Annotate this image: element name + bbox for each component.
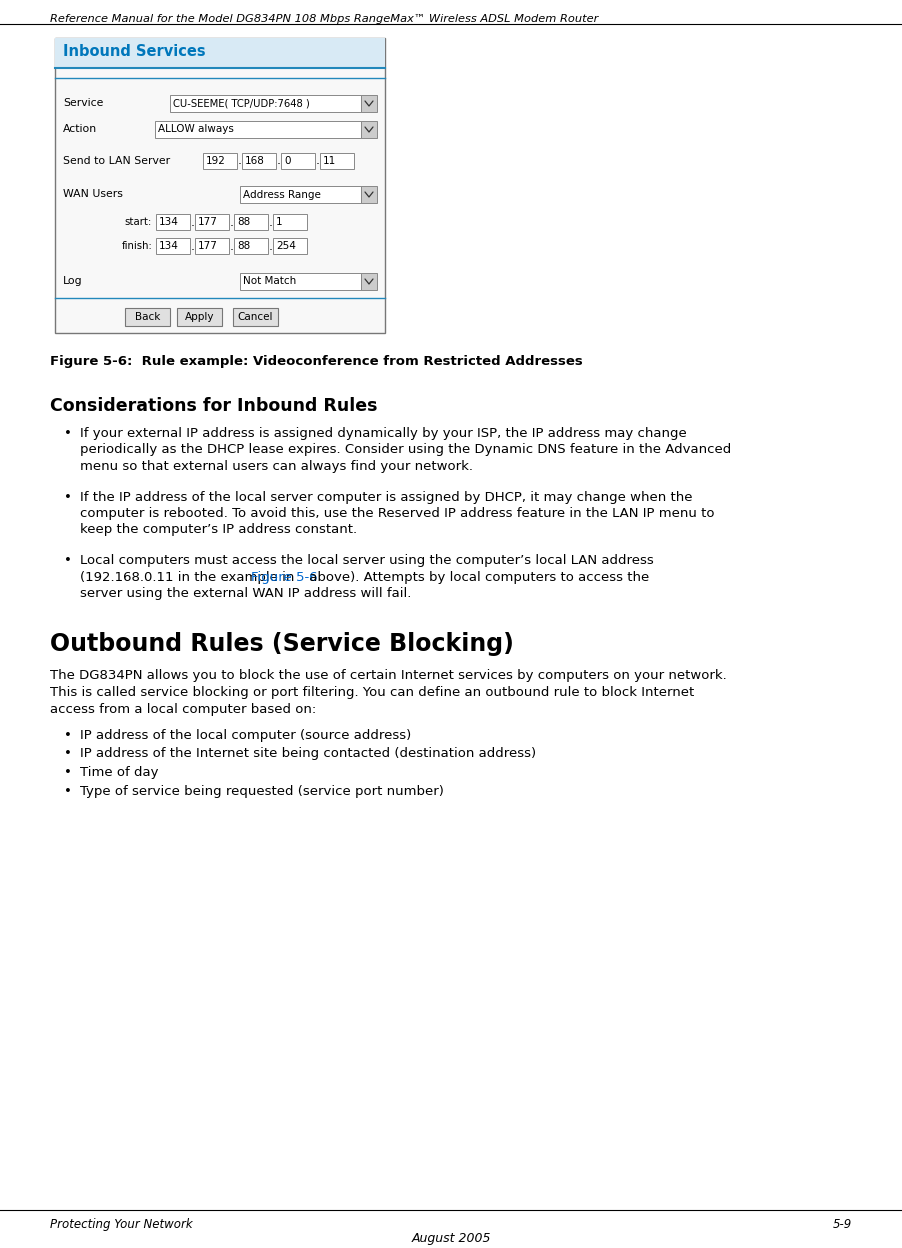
Text: .: . [269, 216, 273, 228]
Text: 254: 254 [276, 241, 296, 251]
Text: server using the external WAN IP address will fail.: server using the external WAN IP address… [80, 587, 411, 600]
Text: Local computers must access the local server using the computer’s local LAN addr: Local computers must access the local se… [80, 554, 654, 567]
Text: 0: 0 [284, 156, 290, 166]
Text: Action: Action [63, 124, 97, 134]
Text: Considerations for Inbound Rules: Considerations for Inbound Rules [50, 397, 378, 416]
Text: computer is rebooted. To avoid this, use the Reserved IP address feature in the : computer is rebooted. To avoid this, use… [80, 507, 714, 520]
Text: .: . [269, 240, 273, 252]
Text: •: • [64, 785, 72, 797]
Bar [155, 121, 361, 139]
Text: Type of service being requested (service port number): Type of service being requested (service… [80, 785, 444, 797]
Bar [281, 154, 315, 168]
Text: CU-SEEME( TCP/UDP:7648 ): CU-SEEME( TCP/UDP:7648 ) [173, 99, 309, 109]
Text: start:: start: [124, 217, 152, 227]
Text: .: . [238, 155, 242, 167]
Text: finish:: finish: [121, 241, 152, 251]
Text: Time of day: Time of day [80, 766, 159, 779]
Text: access from a local computer based on:: access from a local computer based on: [50, 703, 317, 715]
Text: Reference Manual for the Model DG834PN 108 Mbps RangeMax™ Wireless ADSL Modem Ro: Reference Manual for the Model DG834PN 1… [50, 14, 598, 24]
Bar [195, 238, 229, 255]
Text: .: . [191, 216, 195, 228]
Bar [234, 213, 268, 230]
Text: ALLOW always: ALLOW always [158, 125, 234, 135]
Text: Cancel: Cancel [238, 312, 273, 322]
Text: 88: 88 [237, 241, 250, 251]
Bar [240, 186, 361, 203]
Text: 177: 177 [198, 241, 218, 251]
Text: 177: 177 [198, 217, 218, 227]
Text: Apply: Apply [185, 312, 215, 322]
Text: August 2005: August 2005 [411, 1232, 491, 1246]
Text: menu so that external users can always find your network.: menu so that external users can always f… [80, 461, 473, 473]
Text: 134: 134 [159, 217, 179, 227]
Bar [320, 154, 354, 168]
Bar [156, 238, 190, 255]
Text: periodically as the DHCP lease expires. Consider using the Dynamic DNS feature i: periodically as the DHCP lease expires. … [80, 443, 732, 457]
Text: Address Range: Address Range [243, 190, 321, 200]
Bar [195, 213, 229, 230]
Bar [156, 213, 190, 230]
Bar [55, 37, 385, 67]
Text: Inbound Services: Inbound Services [63, 44, 206, 59]
Text: WAN Users: WAN Users [63, 188, 123, 198]
Text: The DG834PN allows you to block the use of certain Internet services by computer: The DG834PN allows you to block the use … [50, 669, 727, 683]
Text: 134: 134 [159, 241, 179, 251]
Bar [177, 308, 222, 326]
Bar [361, 186, 377, 203]
Text: 1: 1 [276, 217, 282, 227]
Text: •: • [64, 490, 72, 503]
Text: •: • [64, 748, 72, 760]
Text: keep the computer’s IP address constant.: keep the computer’s IP address constant. [80, 523, 357, 537]
Text: 88: 88 [237, 217, 250, 227]
Text: Send to LAN Server: Send to LAN Server [63, 156, 170, 166]
Text: 5-9: 5-9 [833, 1218, 852, 1231]
Bar [273, 213, 307, 230]
Text: Outbound Rules (Service Blocking): Outbound Rules (Service Blocking) [50, 631, 514, 655]
Bar [234, 238, 268, 255]
Bar [361, 95, 377, 112]
Bar [361, 121, 377, 139]
Text: If the IP address of the local server computer is assigned by DHCP, it may chang: If the IP address of the local server co… [80, 490, 693, 503]
Text: This is called service blocking or port filtering. You can define an outbound ru: This is called service blocking or port … [50, 686, 695, 699]
Text: (192.168.0.11 in the example in: (192.168.0.11 in the example in [80, 570, 299, 584]
Text: Figure 5-6:  Rule example: Videoconference from Restricted Addresses: Figure 5-6: Rule example: Videoconferenc… [50, 354, 583, 368]
Text: .: . [191, 240, 195, 252]
Bar [273, 238, 307, 255]
Text: Back: Back [134, 312, 161, 322]
Text: Not Match: Not Match [243, 277, 296, 287]
Text: 11: 11 [323, 156, 336, 166]
Text: Log: Log [63, 276, 83, 286]
Text: If your external IP address is assigned dynamically by your ISP, the IP address : If your external IP address is assigned … [80, 427, 686, 441]
Text: .: . [277, 155, 281, 167]
Bar [203, 154, 237, 168]
Text: •: • [64, 766, 72, 779]
Text: •: • [64, 729, 72, 743]
Bar [361, 273, 377, 290]
Text: .: . [230, 240, 234, 252]
Text: Service: Service [63, 99, 104, 109]
Text: 192: 192 [206, 156, 226, 166]
Text: .: . [230, 216, 234, 228]
Bar [125, 308, 170, 326]
Text: Protecting Your Network: Protecting Your Network [50, 1218, 193, 1231]
Bar [242, 154, 276, 168]
Bar [55, 37, 385, 333]
Text: IP address of the Internet site being contacted (destination address): IP address of the Internet site being co… [80, 748, 536, 760]
Text: above). Attempts by local computers to access the: above). Attempts by local computers to a… [305, 570, 649, 584]
Bar [240, 273, 361, 290]
Bar [170, 95, 361, 112]
Text: •: • [64, 427, 72, 441]
Text: 168: 168 [245, 156, 265, 166]
Text: IP address of the local computer (source address): IP address of the local computer (source… [80, 729, 411, 743]
Text: .: . [316, 155, 320, 167]
Text: Figure 5-6: Figure 5-6 [251, 570, 318, 584]
Text: •: • [64, 554, 72, 567]
Bar [233, 308, 278, 326]
